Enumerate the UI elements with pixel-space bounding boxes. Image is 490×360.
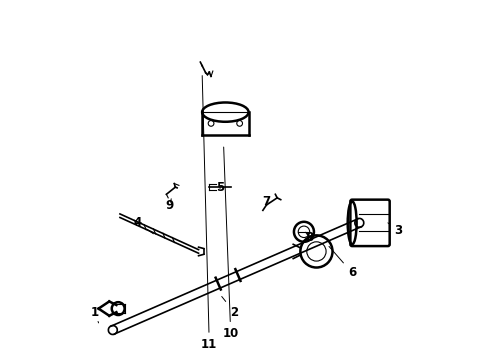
Text: 4: 4 — [134, 216, 153, 234]
Text: 1: 1 — [91, 306, 99, 323]
Text: 11: 11 — [201, 76, 218, 351]
Text: 6: 6 — [329, 246, 356, 279]
Text: 9: 9 — [166, 198, 174, 212]
Text: 3: 3 — [388, 223, 403, 237]
Text: 2: 2 — [222, 297, 238, 319]
Text: 8: 8 — [305, 231, 314, 244]
Text: 7: 7 — [262, 195, 270, 208]
Text: 10: 10 — [222, 147, 239, 340]
Text: 5: 5 — [216, 181, 224, 194]
